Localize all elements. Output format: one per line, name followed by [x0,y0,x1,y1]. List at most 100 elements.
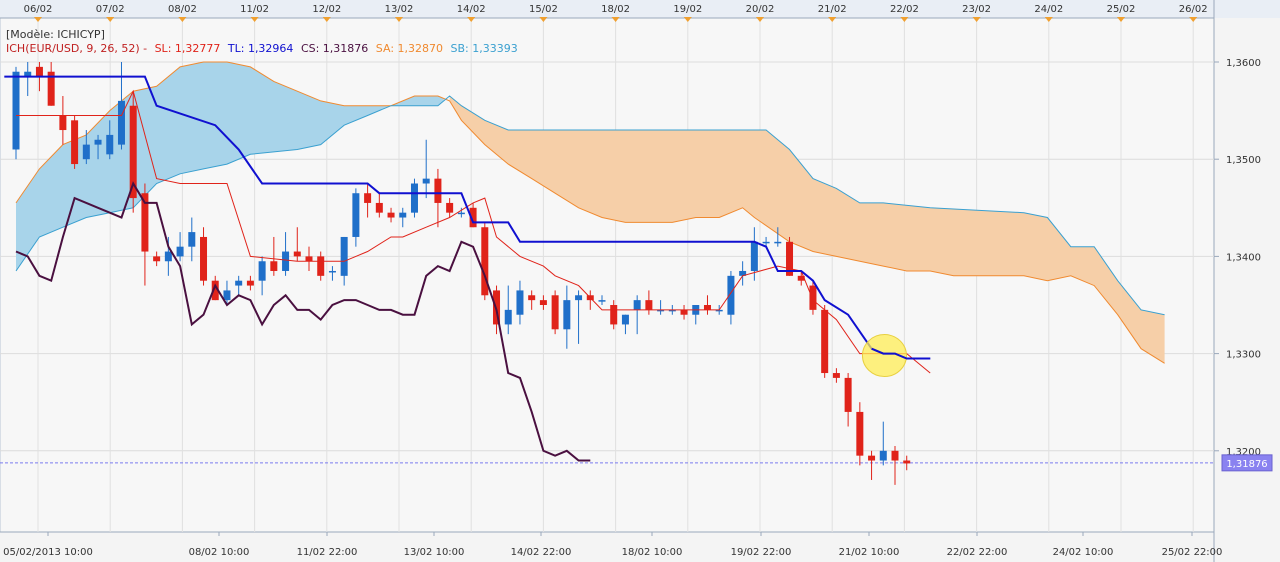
candle-body [422,178,430,184]
top-date-label: 18/02 [601,4,630,15]
y-tick-label: 1,3200 [1226,447,1261,458]
candle-body [762,241,770,244]
candle-body [410,183,418,213]
candle-body [774,241,782,244]
top-date-label: 22/02 [890,4,919,15]
kijun-sen-overlay [871,347,931,360]
legend-sl: SL: 1,32777 [154,42,221,55]
candle-body [832,373,840,378]
chikou-span-line [15,181,591,462]
legend-sb: SB: 1,33393 [450,42,518,55]
top-date-label: 08/02 [168,4,197,15]
candle-body [610,305,618,325]
candle-body [750,241,758,271]
senkou-a-line [15,61,1165,364]
candle-body [715,309,723,312]
candle-body [340,236,348,276]
candle-body [223,290,231,301]
candle-body [504,309,512,325]
candle-body [528,295,536,301]
bottom-date-label: 08/02 10:00 [189,547,250,558]
bottom-date-label: 25/02 22:00 [1162,547,1223,558]
candle-body [539,300,547,305]
candle-body [868,455,876,461]
candle-body [891,450,899,461]
y-tick-label: 1,3500 [1226,155,1261,166]
highlight-circle [861,334,907,378]
bottom-date-label: 24/02 10:00 [1053,547,1114,558]
candle-body [481,227,489,296]
candle-body [621,314,629,325]
candle-body [82,144,90,160]
candle-body [879,450,887,461]
candle-body [457,212,465,215]
senkou-b-line [15,95,1165,316]
candle-body [739,270,747,276]
candle-body [235,280,243,286]
top-date-label: 15/02 [529,4,558,15]
top-axis-bar [0,0,1280,18]
candle-body [821,309,829,374]
model-label: [Modèle: ICHICYP] [6,28,105,41]
candle-body [305,256,313,262]
candle-body [727,275,735,315]
candle-body [668,309,676,312]
candle-body [797,275,805,281]
legend-ich: ICH(EUR/USD, 9, 26, 52) - [6,42,148,55]
session-marker [467,17,476,22]
session-marker [611,17,620,22]
top-date-label: 21/02 [818,4,847,15]
candle-body [211,280,219,301]
candle-body [680,309,688,315]
top-date-label: 20/02 [746,4,775,15]
session-marker [106,17,115,22]
tenkan-sen-line [16,89,931,374]
candle-body [47,71,55,106]
candle-body [176,246,184,257]
y-tick-label: 1,3300 [1226,350,1261,361]
candle-body [317,256,325,276]
bottom-date-label: 13/02 10:00 [404,547,465,558]
candle-body [352,193,360,237]
candle-body [282,251,290,271]
candle-body [786,241,794,276]
candle-body [809,285,817,310]
candle-body [703,305,711,310]
candle-body [200,236,208,281]
top-date-label: 13/02 [385,4,414,15]
candle-body [188,232,196,247]
candle-body [364,193,372,203]
candle-body [844,377,852,412]
candle-body [657,309,665,312]
bottom-date-label: 14/02 22:00 [511,547,572,558]
candle-body [903,460,911,464]
candle-body [563,300,571,330]
top-date-label: 12/02 [312,4,341,15]
cloud-bearish [449,96,1165,364]
candle-body [293,251,301,257]
session-marker [756,17,764,22]
candle-body [59,115,67,131]
top-date-label: 07/02 [96,4,125,15]
candle-body [434,178,442,203]
top-date-label: 25/02 [1107,4,1136,15]
candle-body [551,295,559,330]
top-date-label: 11/02 [240,4,269,15]
session-marker [178,17,187,22]
session-marker [539,17,548,22]
candle-body [35,66,43,77]
session-marker [1117,17,1125,22]
top-date-label: 14/02 [457,4,486,15]
candle-body [375,202,383,213]
candle-body [387,212,395,218]
candle-body [246,280,254,286]
candle-body [598,300,606,302]
session-marker [322,17,331,22]
candle-body [258,261,266,281]
bottom-date-label: 21/02 10:00 [839,547,900,558]
candle-body [270,261,278,271]
session-marker [972,17,981,22]
session-marker [828,17,837,22]
candle-body [446,202,454,213]
legend-tl: TL: 1,32964 [227,42,294,55]
